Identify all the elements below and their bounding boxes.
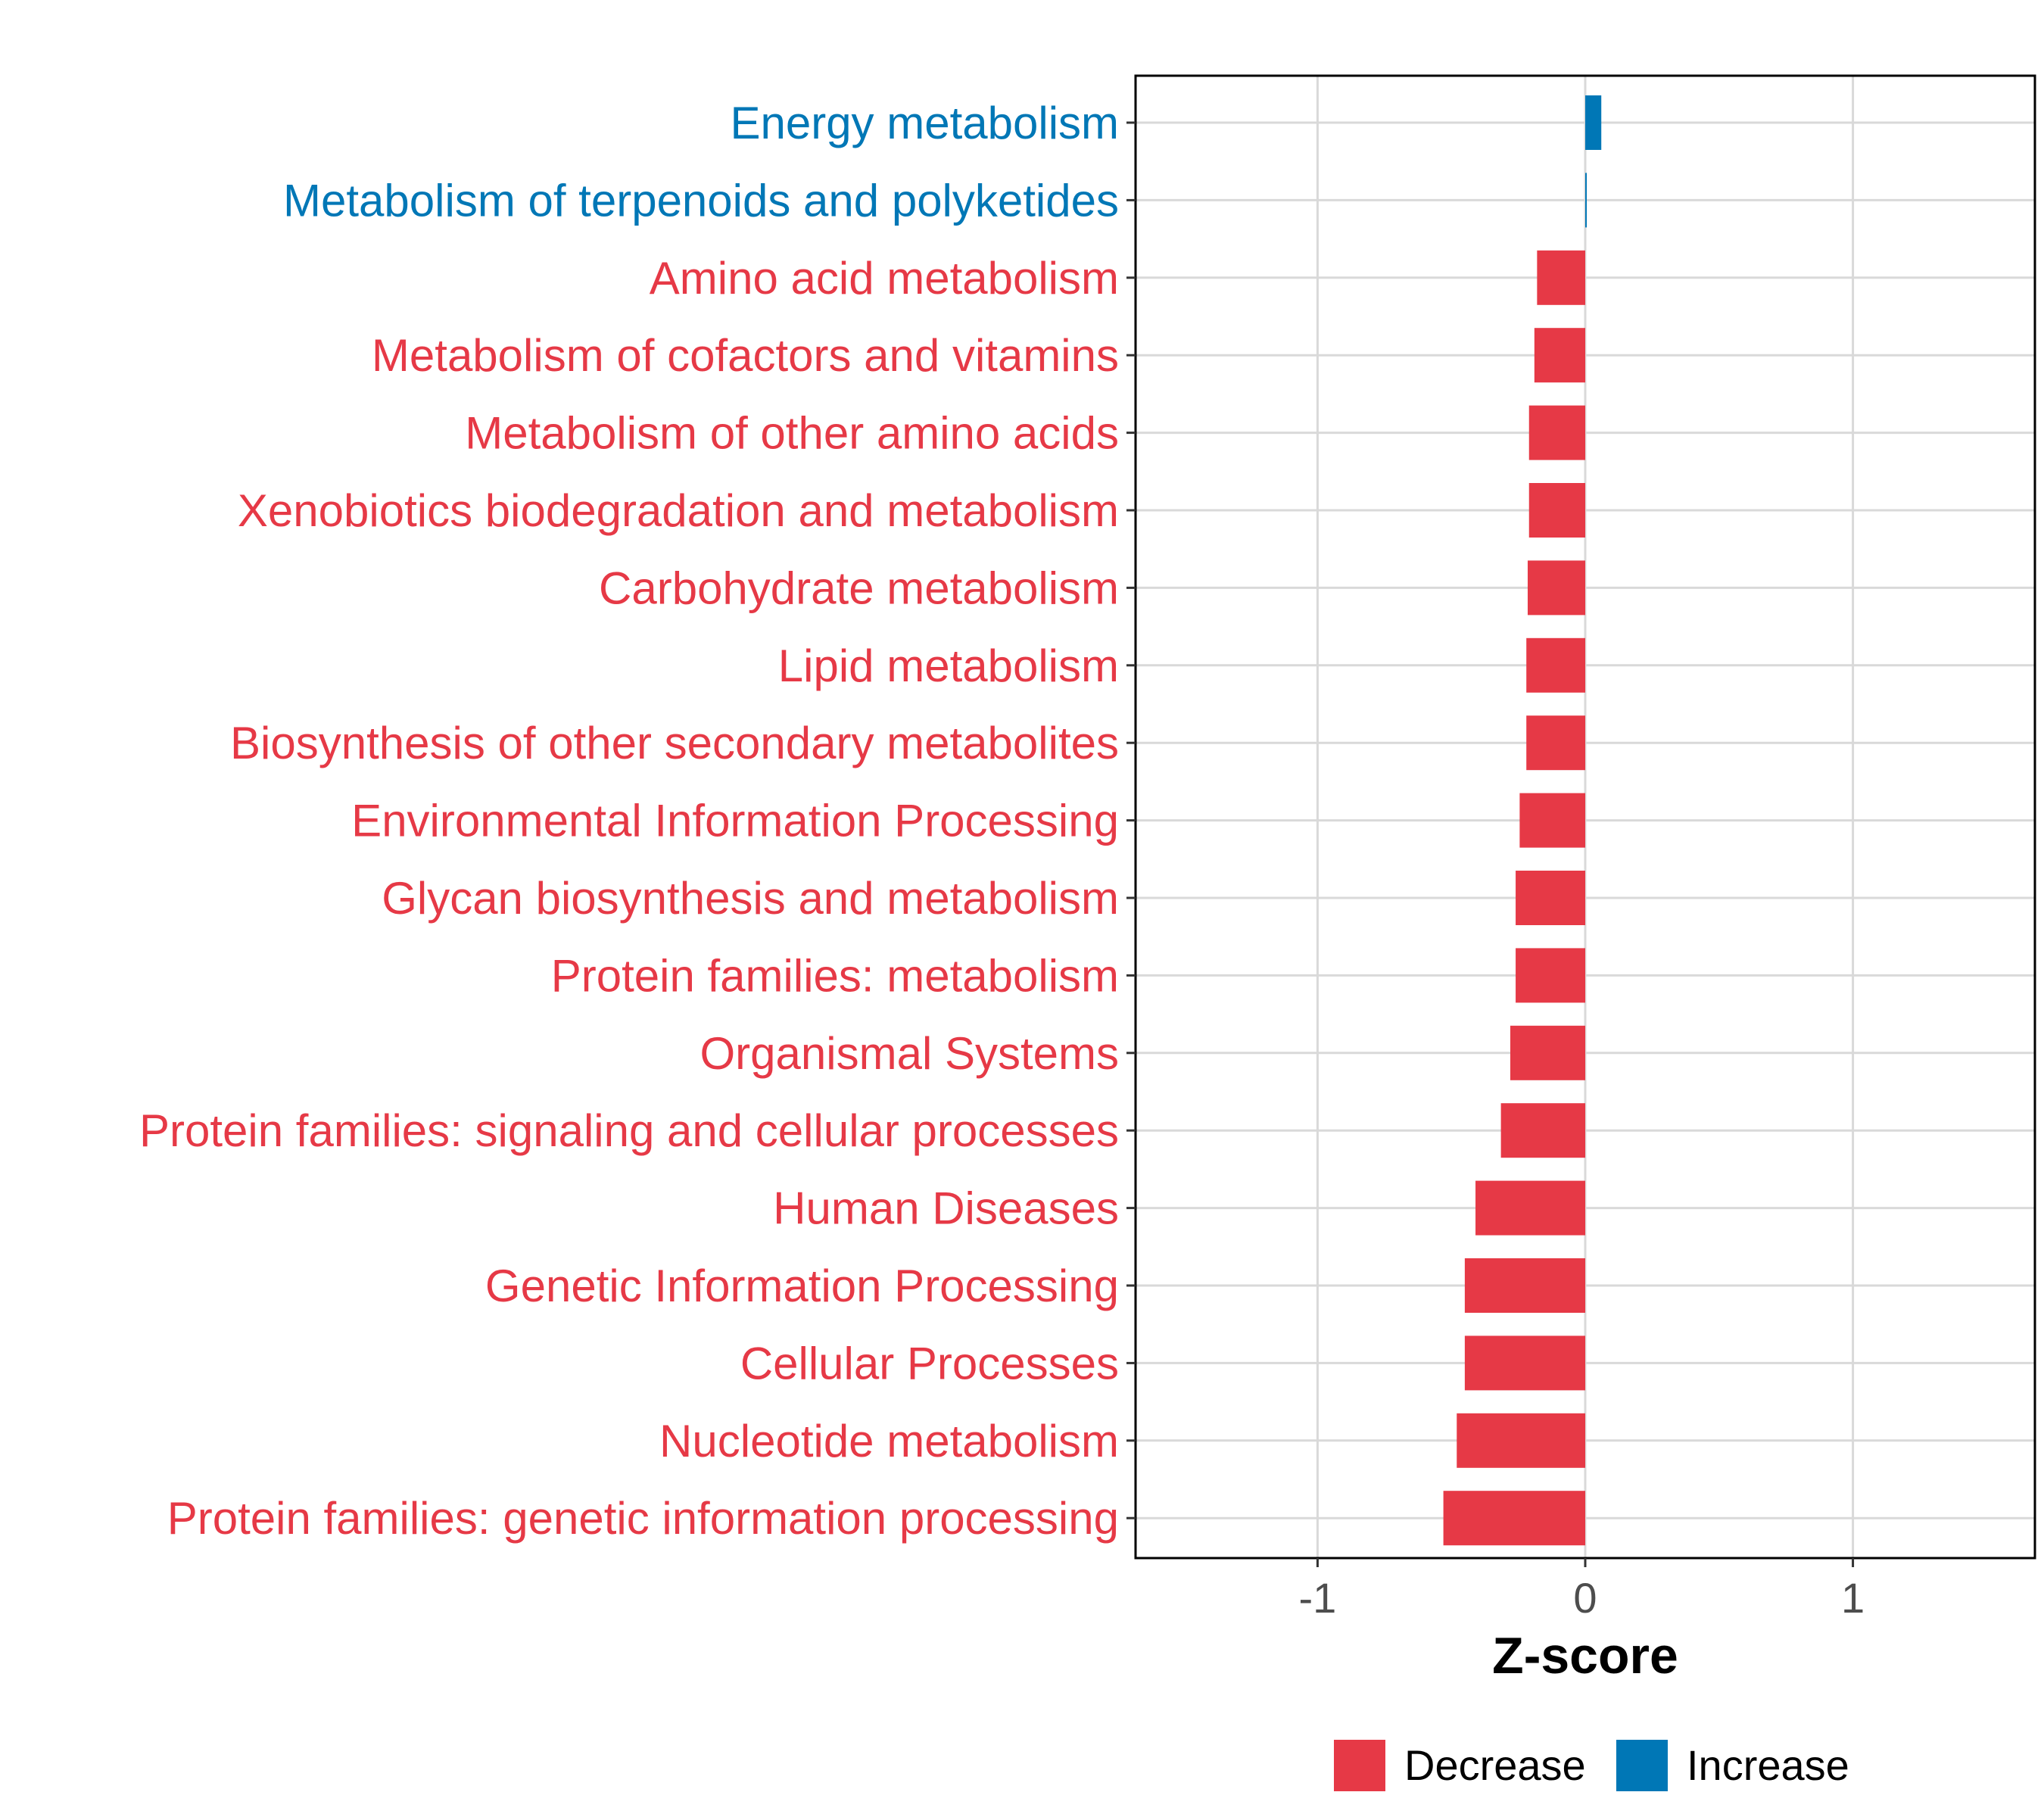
category-label: Organismal Systems <box>700 1028 1119 1079</box>
bar <box>1516 948 1585 1003</box>
legend-label-increase: Increase <box>1687 1741 1849 1789</box>
category-label: Carbohydrate metabolism <box>599 563 1119 613</box>
bar <box>1528 405 1585 460</box>
bar <box>1500 1103 1585 1158</box>
bar <box>1585 173 1587 228</box>
category-label: Lipid metabolism <box>778 640 1119 691</box>
bar <box>1537 250 1585 305</box>
x-axis-title: Z-score <box>1492 1627 1678 1685</box>
category-label: Metabolism of terpenoids and polyketides <box>283 175 1119 226</box>
category-label: Biosynthesis of other secondary metaboli… <box>230 718 1119 768</box>
bar <box>1585 95 1602 150</box>
category-label: Nucleotide metabolism <box>659 1416 1119 1466</box>
bar <box>1457 1413 1585 1468</box>
legend-label-decrease: Decrease <box>1404 1741 1586 1789</box>
category-label: Energy metabolism <box>730 98 1119 148</box>
bar <box>1443 1491 1585 1546</box>
category-label: Amino acid metabolism <box>650 253 1119 304</box>
category-label: Environmental Information Processing <box>351 796 1119 846</box>
category-label: Metabolism of other amino acids <box>465 408 1119 459</box>
category-label: Human Diseases <box>773 1183 1119 1234</box>
category-label: Genetic Information Processing <box>485 1261 1119 1311</box>
bar <box>1528 483 1585 538</box>
x-axis: -1 0 1 <box>1299 1558 1865 1622</box>
bar-layer <box>1443 95 1602 1546</box>
legend-swatch-increase <box>1616 1740 1668 1791</box>
category-label: Metabolism of cofactors and vitamins <box>372 330 1119 381</box>
bar <box>1526 715 1585 771</box>
category-label: Glycan biosynthesis and metabolism <box>382 873 1119 924</box>
bar <box>1464 1258 1585 1313</box>
x-tick-label: 1 <box>1841 1574 1865 1622</box>
category-label: Protein families: signaling and cellular… <box>139 1105 1119 1156</box>
category-label: Xenobiotics biodegradation and metabolis… <box>238 485 1119 536</box>
bar <box>1510 1025 1585 1080</box>
x-tick-label: -1 <box>1299 1574 1337 1622</box>
bar <box>1516 871 1585 925</box>
bar <box>1527 560 1585 616</box>
bar <box>1534 328 1585 383</box>
category-label: Protein families: metabolism <box>551 950 1119 1001</box>
bar <box>1464 1335 1585 1391</box>
x-tick-label: 0 <box>1573 1574 1597 1622</box>
bar <box>1519 793 1585 848</box>
category-label: Cellular Processes <box>740 1338 1119 1388</box>
bar <box>1526 637 1585 693</box>
legend-swatch-decrease <box>1334 1740 1385 1791</box>
bar <box>1475 1180 1585 1236</box>
legend: Decrease Increase <box>1334 1740 1849 1791</box>
category-label: Protein families: genetic information pr… <box>167 1493 1119 1544</box>
y-axis: Energy metabolism Metabolism of terpenoid… <box>139 98 1136 1544</box>
